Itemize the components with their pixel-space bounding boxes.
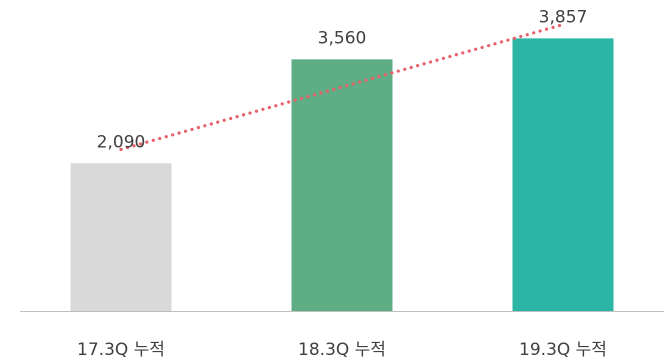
trendline [119, 22, 565, 152]
bar-1 [70, 163, 172, 311]
bar-2 [291, 59, 393, 311]
value-labels-layer: 2,090 3,560 3,857 [97, 7, 588, 152]
value-label-3: 3,857 [539, 7, 588, 27]
bars-layer [70, 38, 614, 312]
x-tick-label-2: 18.3Q 누적 [298, 340, 386, 360]
bar-3 [512, 38, 614, 312]
x-tick-labels-layer: 17.3Q 누적 18.3Q 누적 19.3Q 누적 [77, 340, 607, 360]
value-label-2: 3,560 [318, 28, 367, 48]
x-tick-label-3: 19.3Q 누적 [519, 340, 607, 360]
x-tick-label-1: 17.3Q 누적 [77, 340, 165, 360]
value-label-1: 2,090 [97, 132, 146, 152]
